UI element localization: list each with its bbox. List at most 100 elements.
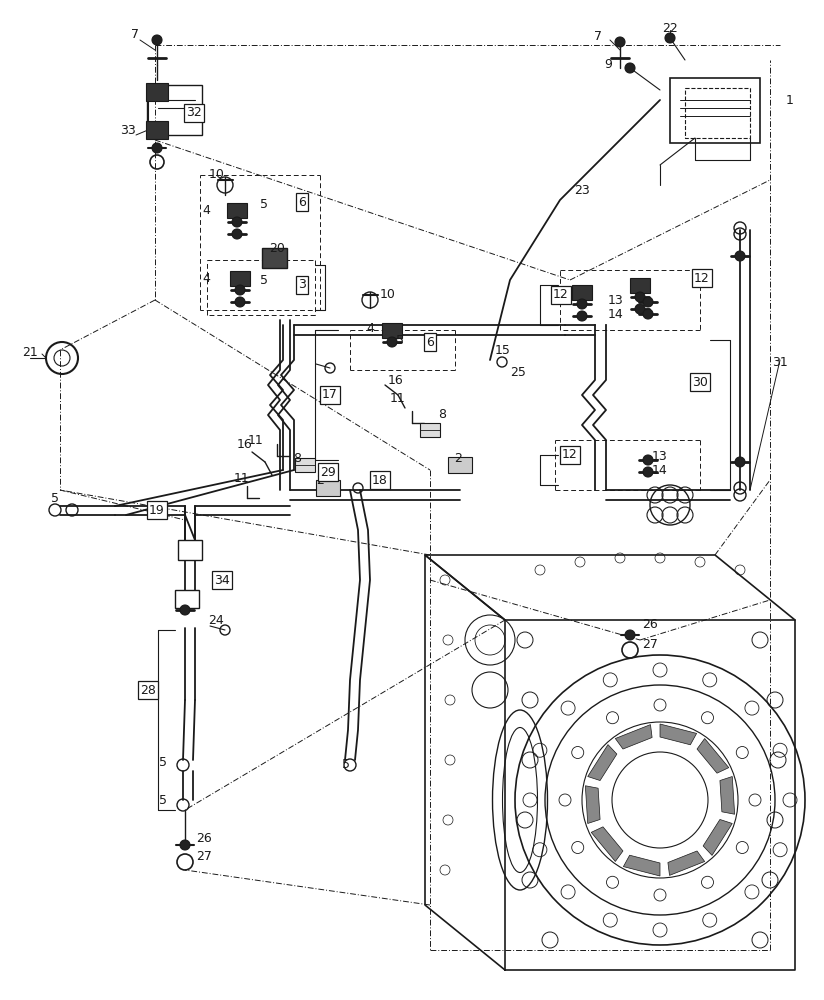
Bar	[295, 458, 315, 472]
Bar	[670, 78, 760, 142]
Circle shape	[643, 297, 653, 307]
Circle shape	[235, 297, 245, 307]
Text: 4: 4	[366, 322, 374, 334]
Text: 4: 4	[202, 271, 210, 284]
Text: 9: 9	[604, 58, 612, 72]
Polygon shape	[660, 724, 696, 745]
Bar	[262, 248, 287, 268]
Text: 14: 14	[608, 308, 624, 322]
Bar	[227, 202, 247, 218]
Circle shape	[180, 840, 190, 850]
Text: 5: 5	[159, 794, 167, 806]
Circle shape	[577, 299, 587, 309]
Text: 15: 15	[495, 344, 511, 357]
Text: 2: 2	[316, 474, 324, 487]
Text: 5: 5	[342, 758, 350, 772]
Polygon shape	[720, 777, 735, 814]
Text: 23: 23	[574, 184, 590, 196]
Bar	[146, 83, 168, 101]
Text: 2: 2	[454, 452, 462, 464]
Text: 10: 10	[209, 168, 225, 182]
Circle shape	[625, 63, 635, 73]
Text: 10: 10	[380, 288, 396, 302]
Circle shape	[235, 285, 245, 295]
Text: 33: 33	[120, 123, 136, 136]
Text: 6: 6	[298, 196, 306, 209]
Text: 3: 3	[298, 278, 306, 292]
Text: 5: 5	[260, 273, 268, 286]
Text: 28: 28	[140, 684, 156, 696]
Polygon shape	[703, 819, 733, 855]
Text: 17: 17	[322, 388, 338, 401]
Text: 20: 20	[269, 241, 285, 254]
Circle shape	[735, 457, 745, 467]
Bar	[382, 322, 402, 338]
Bar	[230, 270, 250, 286]
Text: 16: 16	[237, 438, 253, 452]
Circle shape	[635, 292, 645, 302]
Bar	[147, 85, 203, 135]
Text: 11: 11	[248, 434, 264, 446]
Text: 5: 5	[260, 198, 268, 212]
Circle shape	[232, 229, 242, 239]
Circle shape	[387, 337, 397, 347]
Circle shape	[635, 304, 645, 314]
Text: 4: 4	[202, 204, 210, 217]
Bar	[685, 88, 750, 138]
Text: 5: 5	[51, 491, 59, 504]
Text: 19: 19	[149, 504, 165, 516]
Circle shape	[643, 455, 653, 465]
Circle shape	[152, 143, 162, 153]
Text: 5: 5	[159, 756, 167, 768]
Text: 26: 26	[196, 832, 212, 844]
Text: 21: 21	[22, 346, 38, 359]
Text: 14: 14	[652, 464, 668, 478]
Circle shape	[577, 311, 587, 321]
Circle shape	[232, 217, 242, 227]
Text: 12: 12	[694, 271, 709, 284]
Bar	[572, 284, 592, 300]
Bar	[316, 480, 340, 496]
Bar	[175, 590, 199, 608]
Text: 6: 6	[426, 336, 434, 349]
Text: 34: 34	[214, 574, 230, 586]
Bar	[448, 457, 472, 473]
Polygon shape	[697, 739, 728, 773]
Text: 24: 24	[208, 613, 224, 626]
Circle shape	[643, 309, 653, 319]
Text: 8: 8	[293, 452, 301, 464]
Circle shape	[665, 33, 675, 43]
Text: 12: 12	[562, 448, 578, 462]
Text: 8: 8	[438, 408, 446, 422]
Polygon shape	[588, 745, 617, 781]
Text: 11: 11	[390, 391, 406, 404]
Bar	[630, 277, 650, 292]
Bar	[146, 121, 168, 139]
Polygon shape	[624, 855, 660, 876]
Text: 11: 11	[234, 472, 250, 485]
Bar	[420, 423, 440, 437]
Polygon shape	[585, 786, 600, 823]
Text: 16: 16	[388, 373, 404, 386]
Circle shape	[615, 37, 625, 47]
Polygon shape	[616, 725, 652, 749]
Circle shape	[735, 251, 745, 261]
Polygon shape	[592, 827, 623, 861]
Text: 27: 27	[642, 639, 658, 652]
Polygon shape	[668, 851, 705, 875]
Circle shape	[180, 605, 190, 615]
Text: 18: 18	[372, 474, 388, 487]
Text: 27: 27	[196, 850, 212, 862]
Text: 30: 30	[692, 375, 708, 388]
Text: 31: 31	[772, 356, 788, 368]
Text: 29: 29	[321, 466, 336, 479]
Text: 25: 25	[510, 365, 526, 378]
Text: 32: 32	[186, 106, 202, 119]
Circle shape	[625, 630, 635, 640]
Text: 12: 12	[553, 288, 569, 302]
Text: 7: 7	[594, 29, 602, 42]
Text: 13: 13	[608, 294, 624, 306]
Text: 7: 7	[131, 28, 139, 41]
Circle shape	[152, 35, 162, 45]
Bar	[178, 540, 202, 560]
